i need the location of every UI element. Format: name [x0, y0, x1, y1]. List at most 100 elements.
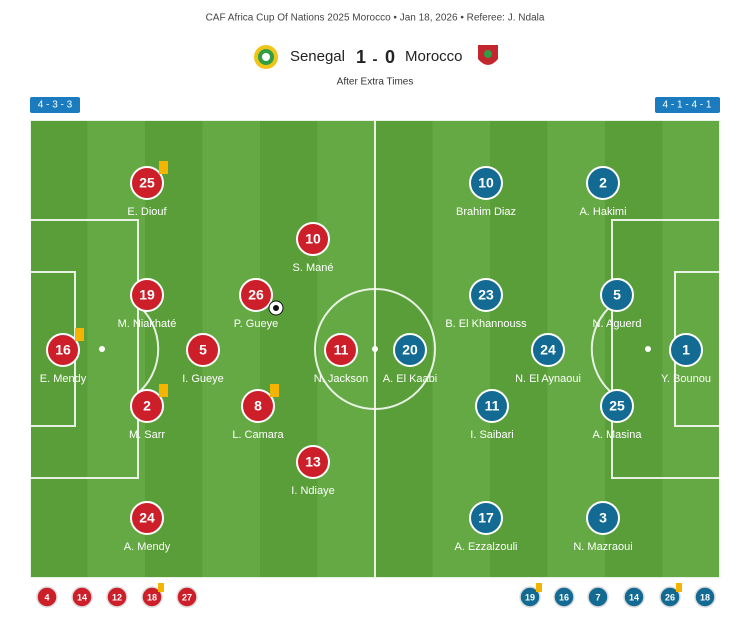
home-team: Senegal [290, 48, 345, 65]
center-spot [372, 346, 378, 352]
yellow-card [75, 328, 84, 341]
substitute-number: 18 [700, 592, 710, 602]
player-marker [600, 389, 634, 423]
player-name: N. El Aynaoui [515, 373, 581, 385]
player-marker [324, 333, 358, 367]
player-number: 2 [599, 175, 607, 191]
substitute-number: 4 [44, 592, 49, 602]
player-name: S. Mané [293, 262, 334, 274]
player-name: A. Mendy [124, 541, 171, 553]
home-flag [254, 45, 278, 69]
yellow-card [270, 384, 279, 397]
player-marker [186, 333, 220, 367]
player-marker [130, 166, 164, 200]
player-number: 16 [55, 342, 71, 358]
substitute-marker [141, 586, 163, 608]
player-number: 19 [139, 287, 155, 303]
substitute-number: 27 [182, 592, 192, 602]
player-name: L. Camara [232, 429, 284, 441]
player-marker [469, 278, 503, 312]
player-marker [586, 501, 620, 535]
substitute-number: 12 [112, 592, 122, 602]
player-number: 8 [254, 398, 262, 414]
substitute-marker [587, 586, 609, 608]
substitute-marker [36, 586, 58, 608]
score-separator: - [373, 51, 378, 68]
player-marker [600, 278, 634, 312]
player-marker [296, 222, 330, 256]
player-name: M. Niakhaté [118, 318, 177, 330]
substitute-marker [176, 586, 198, 608]
yellow-card [158, 583, 164, 592]
player-name: A. Hakimi [579, 206, 626, 218]
substitute-marker [71, 586, 93, 608]
penalty-spot [645, 346, 651, 352]
player-number: 3 [599, 510, 607, 526]
yellow-card [536, 583, 542, 592]
penalty-arc [590, 304, 613, 394]
pitch-stripe [87, 120, 146, 578]
substitute-marker [694, 586, 716, 608]
formation-badge [655, 97, 720, 113]
player-number: 5 [613, 287, 621, 303]
player-marker [531, 333, 565, 367]
player-number: 20 [402, 342, 418, 358]
player-name: N. Mazraoui [573, 541, 632, 553]
substitute-number: 14 [629, 592, 639, 602]
substitute-marker [519, 586, 541, 608]
yellow-card [676, 583, 682, 592]
away-formation: 4 - 1 - 4 - 1 [663, 100, 712, 111]
player-marker [130, 501, 164, 535]
player-number: 11 [334, 342, 349, 358]
away-score: 0 [385, 47, 395, 67]
goal-ball-patch [273, 305, 279, 311]
penalty-arc [137, 304, 160, 394]
player-name: M. Sarr [129, 429, 165, 441]
player-number: 24 [540, 342, 556, 358]
player-name: I. Ndiaye [291, 485, 334, 497]
player-marker [130, 278, 164, 312]
player-name: P. Gueye [234, 318, 278, 330]
player-marker [469, 501, 503, 535]
substitute-marker [553, 586, 575, 608]
away-flag [478, 45, 498, 65]
player-number: 2 [143, 398, 151, 414]
player-name: A. El Kaabi [383, 373, 437, 385]
player-number: 13 [305, 454, 321, 470]
formation-badge [30, 97, 80, 113]
away-team: Morocco [405, 48, 463, 65]
substitute-number: 19 [525, 592, 535, 602]
player-marker [46, 333, 80, 367]
substitute-number: 18 [147, 592, 157, 602]
match-info: CAF Africa Cup Of Nations 2025 Morocco •… [206, 13, 545, 24]
substitute-number: 26 [665, 592, 675, 602]
player-name: E. Mendy [40, 373, 87, 385]
substitute-number: 14 [77, 592, 87, 602]
player-marker [296, 445, 330, 479]
player-number: 5 [199, 342, 207, 358]
player-name: B. El Khannouss [445, 318, 527, 330]
player-marker [475, 389, 509, 423]
player-name: E. Diouf [127, 206, 167, 218]
pitch-stripe [605, 120, 663, 578]
player-name: Y. Bounou [661, 373, 711, 385]
penalty-spot [99, 346, 105, 352]
yellow-card [159, 161, 168, 174]
substitute-marker [623, 586, 645, 608]
substitute-marker [659, 586, 681, 608]
player-marker [586, 166, 620, 200]
player-name: I. Gueye [182, 373, 224, 385]
home-score: 1 [356, 47, 366, 67]
pitch-stripe [260, 120, 318, 578]
player-number: 23 [478, 287, 494, 303]
yellow-card [159, 384, 168, 397]
player-number: 10 [478, 175, 494, 191]
player-number: 11 [485, 398, 500, 414]
player-name: A. Ezzalzouli [455, 541, 518, 553]
player-marker [239, 278, 273, 312]
player-name: I. Saibari [470, 429, 513, 441]
player-number: 25 [609, 398, 625, 414]
player-marker [130, 389, 164, 423]
